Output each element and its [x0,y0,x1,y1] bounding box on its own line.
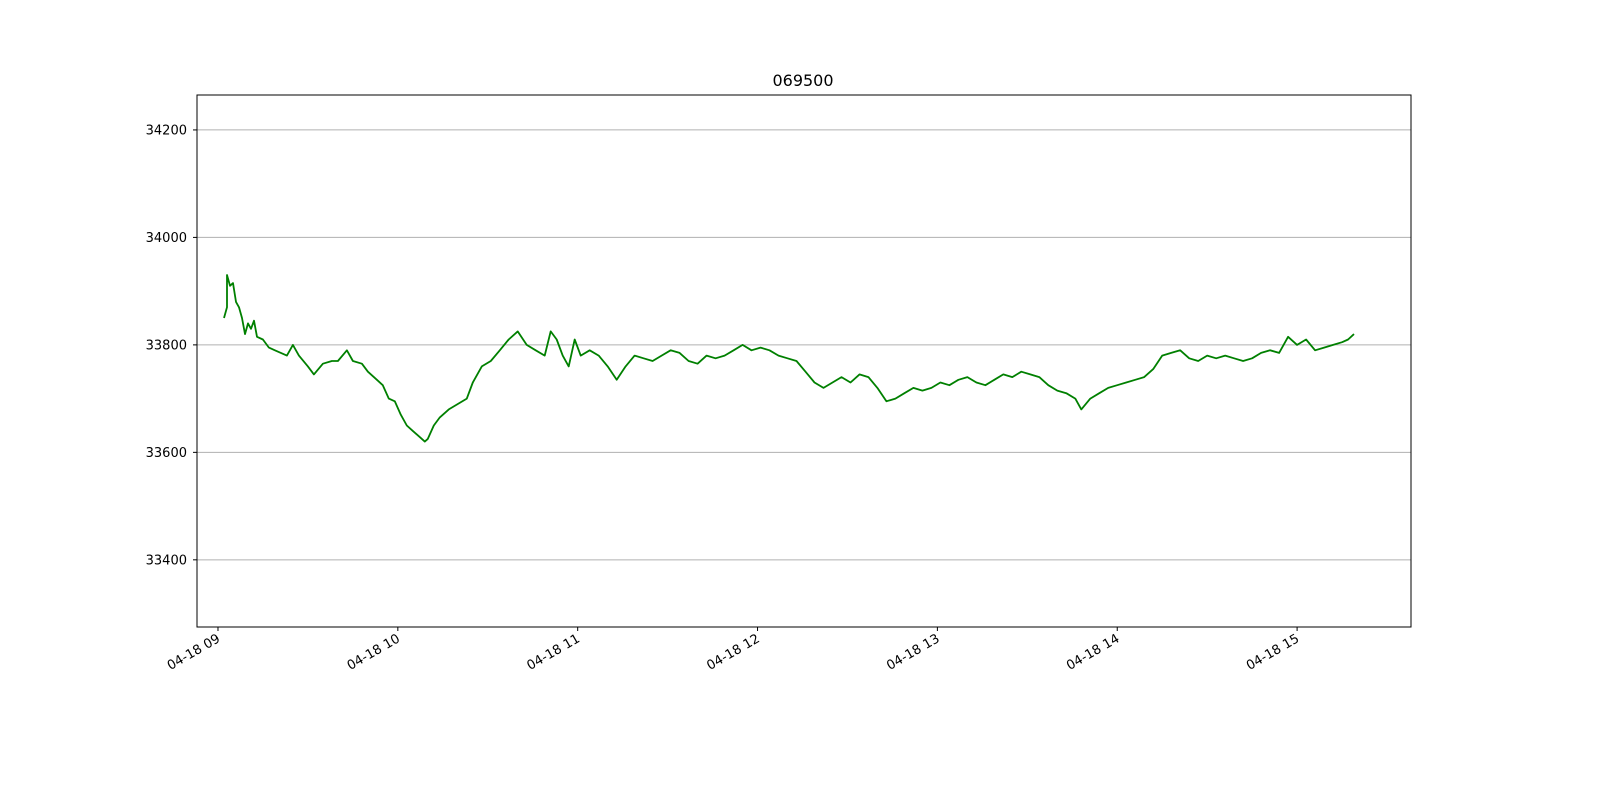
series-layer [223,274,1355,443]
y-tick-label: 34200 [146,123,187,138]
y-tick-label: 33600 [146,446,187,461]
y-tick-label: 34000 [146,231,187,246]
gridlines [197,129,1411,561]
y-axis: 33400 33600 33800 34000 34200 [146,123,197,568]
plot-frame [196,94,1412,628]
series-line [223,274,1355,443]
chart-title: 069500 [772,71,833,90]
y-tick-label: 33800 [146,338,187,353]
y-tick-label: 33400 [146,553,187,568]
